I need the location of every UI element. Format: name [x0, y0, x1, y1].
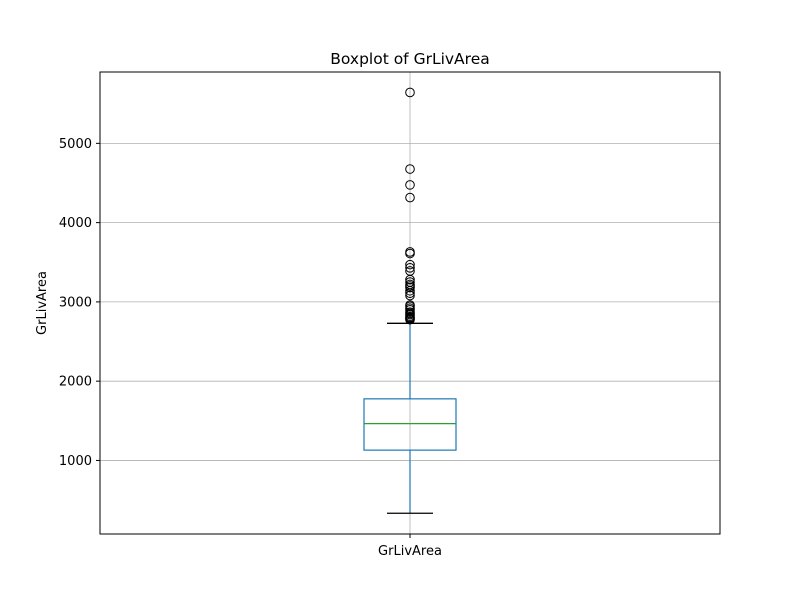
outlier-point-27 [405, 164, 415, 174]
y-axis: 1000 2000 3000 4000 5000 [59, 137, 100, 469]
y-axis-label: GrLivArea [35, 271, 50, 335]
outlier-point-26 [405, 180, 415, 190]
outlier-point-20 [405, 266, 415, 276]
x-axis: GrLivArea [378, 534, 442, 559]
y-tick-label-5000: 5000 [59, 137, 92, 152]
iqr-box [363, 398, 457, 451]
outlier-point-24 [405, 247, 415, 257]
x-tick-label: GrLivArea [378, 544, 442, 559]
outlier-point-28 [405, 87, 415, 98]
outlier-point-21 [405, 263, 415, 273]
outlier-point-25 [405, 192, 415, 203]
outlier-points [405, 87, 415, 325]
y-tick-label-3000: 3000 [59, 295, 92, 310]
outlier-point-17 [405, 279, 415, 290]
chart-title: Boxplot of GrLivArea [330, 50, 489, 68]
outlier-point-12 [405, 290, 415, 301]
outlier-point-22 [405, 259, 415, 270]
outlier-point-11 [405, 300, 415, 310]
outlier-point-7 [405, 307, 415, 317]
outlier-point-18 [405, 277, 415, 287]
y-tick-label-1000: 1000 [59, 454, 92, 469]
y-tick-label-4000: 4000 [59, 216, 92, 231]
y-tick-label-2000: 2000 [59, 375, 92, 390]
